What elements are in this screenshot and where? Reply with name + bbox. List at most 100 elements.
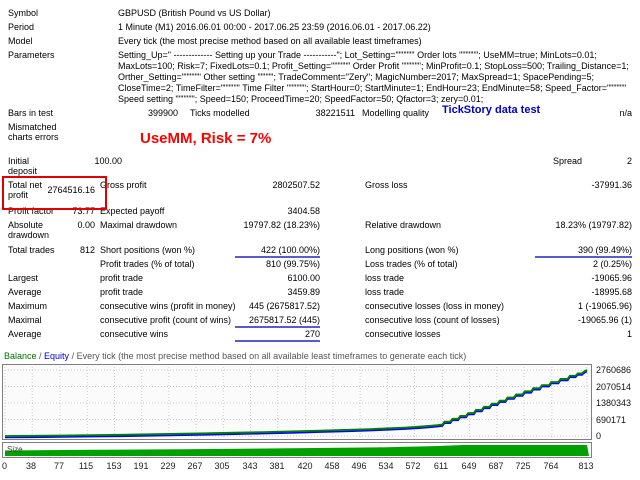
balance-equity-chart bbox=[2, 364, 592, 440]
report-mid-label: Short positions (won %) bbox=[100, 245, 196, 255]
report-value-main: 73.77 bbox=[72, 206, 95, 216]
report-ticks-value: 38221511 bbox=[315, 108, 355, 118]
report-mid-value: 270 bbox=[235, 329, 320, 342]
chart-header: Balance / Equity / Every tick (the most … bbox=[4, 351, 466, 361]
report-right-label: consecutive loss (count of losses) bbox=[365, 315, 500, 325]
report-right-label: loss trade bbox=[365, 287, 405, 297]
report-value-main-center: 2764516.16 bbox=[47, 185, 95, 195]
chart-y-axis-label: 0 bbox=[596, 431, 602, 441]
report-row: Model Every tick (the most precise method… bbox=[0, 36, 640, 49]
report-label: Parameters bbox=[8, 50, 55, 60]
legend-separator: / bbox=[36, 351, 45, 361]
report-mid-value: 2675817.52 (445) bbox=[235, 315, 320, 328]
report-label: Average bbox=[8, 287, 42, 297]
report-right-value: 1 (-19065.96) bbox=[577, 301, 632, 311]
chart-canvas bbox=[4, 367, 589, 439]
report-ticks-label: Ticks modelled bbox=[190, 108, 250, 118]
chart-x-axis-label: 38 bbox=[25, 461, 36, 471]
report-right-value: 1 bbox=[626, 329, 632, 339]
chart-x-axis-label: 77 bbox=[53, 461, 64, 471]
report-mid-label: Maximal drawdown bbox=[100, 220, 178, 230]
report-right-label: consecutive losses (loss in money) bbox=[365, 301, 505, 311]
report-right-value: 2 bbox=[626, 156, 632, 166]
report-label-narrow: Absolute drawdown bbox=[8, 220, 50, 240]
report-right-value: -19065.96 (1) bbox=[577, 315, 632, 325]
report-label: Period bbox=[8, 22, 35, 32]
chart-x-axis-label: 764 bbox=[543, 461, 559, 471]
report-row: Period 1 Minute (M1) 2016.06.01 00:00 - 2… bbox=[0, 22, 640, 35]
report-label: Model bbox=[8, 36, 33, 46]
report-row: Absolute drawdown 0.00 Maximal drawdown 197… bbox=[0, 220, 640, 240]
chart-x-axis-label: 153 bbox=[106, 461, 122, 471]
chart-x-axis-label: 229 bbox=[160, 461, 176, 471]
chart-x-axis-label: 0 bbox=[2, 461, 8, 471]
size-canvas bbox=[5, 445, 589, 456]
report-mid-label: profit trade bbox=[100, 287, 144, 297]
chart-x-axis-label: 191 bbox=[133, 461, 149, 471]
report-quality-label: Modelling quality bbox=[362, 108, 430, 118]
report-row: Average profit trade 3459.89 loss trade -189… bbox=[0, 287, 640, 300]
report-right-value: 390 (99.49%) bbox=[535, 245, 632, 258]
report-mid-label: Profit trades (% of total) bbox=[100, 259, 195, 269]
tickstory-annotation: TickStory data test bbox=[442, 104, 541, 116]
report-row: Profit trades (% of total) 810 (99.75%) Lo… bbox=[0, 259, 640, 272]
report-label-narrow: Mismatched charts errors bbox=[8, 122, 59, 142]
balance-legend: Balance bbox=[4, 351, 37, 361]
report-row: Parameters Setting_Up=" ------------- Set… bbox=[0, 50, 640, 104]
report-row: Average consecutive wins 270 consecutive lo… bbox=[0, 329, 640, 342]
report-row: Maximum consecutive wins (profit in money… bbox=[0, 301, 640, 314]
report-row: Largest profit trade 6100.00 loss trade -190… bbox=[0, 273, 640, 286]
chart-y-axis-label: 1380343 bbox=[596, 398, 632, 408]
report-right-label: Gross loss bbox=[365, 180, 408, 190]
chart-x-axis-label: 813 bbox=[578, 461, 594, 471]
report-right-value: 18.23% (19797.82) bbox=[555, 220, 632, 230]
report-label: Bars in test bbox=[8, 108, 54, 118]
net-profit-highlight-box bbox=[2, 176, 107, 210]
report-value-deposit: 100.00 bbox=[94, 156, 122, 166]
report-mid-value: 445 (2675817.52) bbox=[248, 301, 320, 311]
chart-x-axis-label: 649 bbox=[461, 461, 477, 471]
equity-legend: Equity bbox=[44, 351, 70, 361]
report-label: Symbol bbox=[8, 8, 39, 18]
chart-x-axis-label: 534 bbox=[378, 461, 394, 471]
report-mid-value: 3459.89 bbox=[287, 287, 320, 297]
chart-x-axis-label: 572 bbox=[405, 461, 421, 471]
report-mid-value: 3404.58 bbox=[287, 206, 320, 216]
report-label-narrow: Initial deposit bbox=[8, 156, 38, 176]
report-mid-value: 422 (100.00%) bbox=[235, 245, 320, 258]
report-right-label: Loss trades (% of total) bbox=[365, 259, 458, 269]
chart-y-axis-label: 2760686 bbox=[596, 365, 632, 375]
report-right-value: n/a bbox=[619, 108, 632, 118]
size-pane-label: Size bbox=[7, 445, 23, 454]
report-row: Total net profit 2764516.16 Gross profit 28… bbox=[0, 180, 640, 200]
report-mid-label: Gross profit bbox=[100, 180, 147, 190]
chart-method-label: Every tick (the most precise method base… bbox=[76, 351, 467, 361]
report-text: Every tick (the most precise method base… bbox=[118, 36, 422, 46]
chart-x-axis-label: 496 bbox=[351, 461, 367, 471]
report-mid-label: profit trade bbox=[100, 273, 144, 283]
chart-x-axis-label: 458 bbox=[324, 461, 340, 471]
report-params: Setting_Up=" ------------- Setting up yo… bbox=[118, 50, 629, 104]
risk-annotation: UseMM, Risk = 7% bbox=[140, 130, 272, 147]
report-label: Maximum bbox=[8, 301, 48, 311]
report-right-value: -37991.36 bbox=[591, 180, 632, 190]
size-pane: Size bbox=[2, 442, 592, 458]
report-row: Initial deposit 100.00 Spread 2 bbox=[0, 156, 640, 176]
report-text: GBPUSD (British Pound vs US Dollar) bbox=[118, 8, 271, 18]
report-label: Total trades bbox=[8, 245, 55, 255]
report-row: Total trades 812 Short positions (won %) 42… bbox=[0, 245, 640, 258]
chart-x-axis-label: 267 bbox=[187, 461, 203, 471]
report-label-narrow: Total net profit bbox=[8, 180, 43, 200]
report-row: Bars in test 399900 Ticks modelled 38221511… bbox=[0, 108, 640, 121]
chart-x-axis-label: 115 bbox=[78, 461, 94, 471]
report-right-label: Relative drawdown bbox=[365, 220, 442, 230]
report-row: Maximal consecutive profit (count of wins… bbox=[0, 315, 640, 328]
report-mid-value: 6100.00 bbox=[287, 273, 320, 283]
report-right-value: -19065.96 bbox=[591, 273, 632, 283]
chart-y-axis-label: 690171 bbox=[596, 414, 627, 425]
report-right-value: -18995.68 bbox=[591, 287, 632, 297]
report-mid-label: consecutive profit (count of wins) bbox=[100, 315, 232, 325]
chart-y-axis-label: 2070514 bbox=[596, 381, 632, 392]
chart-x-axis-label: 687 bbox=[488, 461, 504, 471]
